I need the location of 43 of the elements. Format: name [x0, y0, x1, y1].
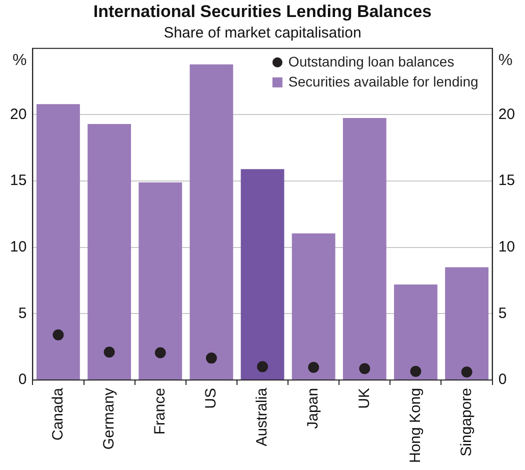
bar	[292, 233, 336, 380]
bar	[445, 267, 488, 380]
bar	[190, 64, 234, 380]
x-tick-label: US	[202, 388, 220, 409]
y2-tick-label: 0	[498, 371, 507, 388]
y2-tick-label: 15	[498, 172, 516, 190]
x-tick-label: Germany	[100, 387, 118, 450]
y2-axis-title: %	[498, 52, 513, 69]
y-tick-label: 10	[10, 238, 27, 256]
point	[410, 366, 422, 377]
y-tick-label: 15	[10, 172, 27, 190]
y2-tick-label: 20	[498, 106, 516, 123]
y-tick-label: 20	[10, 106, 27, 123]
chart-subtitle: Share of market capitalisation	[164, 24, 362, 42]
x-tick-label: Canada	[49, 387, 66, 440]
legend-label: Securities available for lending	[288, 73, 478, 90]
x-tick-label: Singapore	[458, 388, 475, 456]
bar	[342, 118, 386, 380]
bar	[138, 182, 182, 380]
point	[206, 352, 217, 364]
point	[257, 361, 268, 372]
x-tick-label: France	[152, 388, 168, 435]
x-tick-label: UK	[356, 388, 373, 409]
x-tick-label: Hong Kong	[406, 388, 424, 464]
bar	[394, 284, 438, 380]
x-tick-label: Japan	[304, 388, 322, 429]
point	[359, 363, 370, 374]
y2-tick-label: 5	[498, 304, 507, 322]
y-axis-title: %	[12, 52, 27, 69]
y2-tick-label: 10	[498, 238, 516, 256]
bar	[88, 124, 131, 380]
point	[308, 362, 320, 373]
bar	[36, 104, 80, 380]
y-tick-label: 5	[18, 304, 27, 322]
point	[104, 346, 115, 358]
legend-label: Outstanding loan balances	[288, 53, 454, 70]
point	[154, 347, 166, 358]
bar	[240, 169, 284, 380]
chart-title: International Securities Lending Balances	[93, 2, 432, 21]
y-tick-label: 0	[18, 371, 27, 388]
point	[52, 329, 64, 340]
x-tick-label: Australia	[254, 387, 271, 446]
point	[461, 366, 472, 378]
